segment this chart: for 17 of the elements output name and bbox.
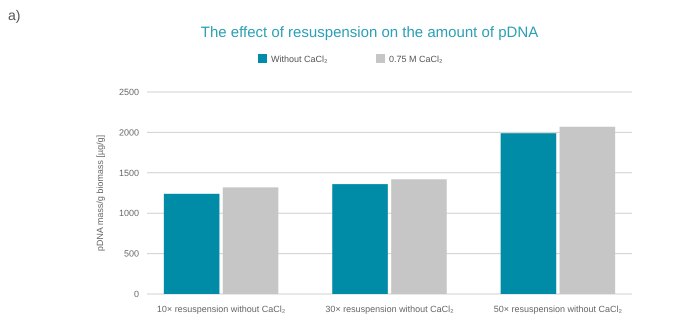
chart-title: The effect of resuspension on the amount of pDNA <box>200 24 538 41</box>
y-tick-label: 1500 <box>118 168 139 178</box>
y-tick-label: 2500 <box>118 87 139 97</box>
x-tick-label: 30× resuspension without CaCl₂ <box>325 304 454 314</box>
bar <box>164 194 220 294</box>
bar <box>332 184 388 294</box>
y-tick-label: 0 <box>134 289 139 299</box>
legend-label: 0.75 M CaCl₂ <box>389 54 444 64</box>
y-axis-title: pDNA mass/g biomass [µg/g] <box>95 134 105 252</box>
x-tick-label: 50× resuspension without CaCl₂ <box>494 304 623 314</box>
text: a) <box>8 7 20 23</box>
bar <box>500 133 556 294</box>
y-tick-label: 1000 <box>118 208 139 218</box>
y-tick-label: 2000 <box>118 127 139 138</box>
y-tick-label: 500 <box>124 248 139 259</box>
legend-label: Without CaCl₂ <box>271 54 328 64</box>
x-tick-label: 10× resuspension without CaCl₂ <box>156 304 286 314</box>
